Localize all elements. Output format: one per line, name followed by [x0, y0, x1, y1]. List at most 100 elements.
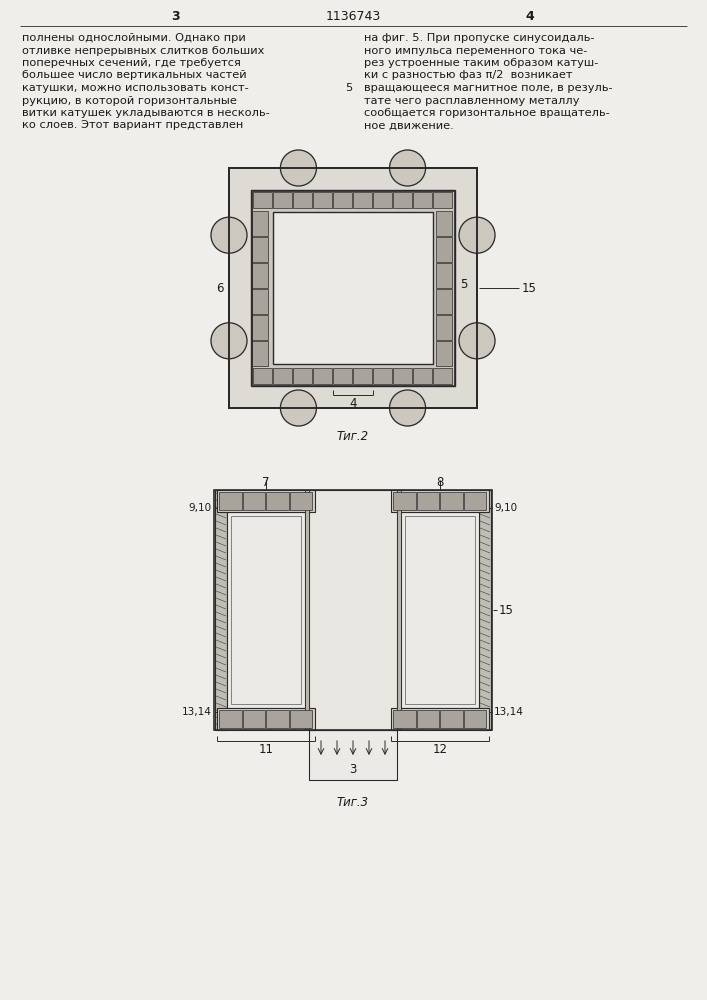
Bar [243, 492, 266, 510]
Bar [405, 516, 475, 704]
Bar [267, 492, 289, 510]
Bar [290, 710, 312, 728]
Circle shape [459, 217, 495, 253]
Bar [394, 492, 416, 510]
Bar [267, 710, 289, 728]
Text: 13,14: 13,14 [494, 707, 524, 717]
Bar [254, 367, 272, 383]
Bar [217, 490, 315, 512]
Bar [464, 710, 486, 728]
Bar [252, 191, 454, 385]
Text: рукцию, в которой горизонтальные: рукцию, в которой горизонтальные [22, 96, 237, 105]
Text: отливке непрерывных слитков больших: отливке непрерывных слитков больших [22, 45, 264, 55]
Bar [214, 490, 492, 730]
Text: 11: 11 [259, 743, 274, 756]
Text: 3: 3 [349, 763, 357, 776]
Text: 8: 8 [436, 476, 444, 489]
Bar [219, 492, 242, 510]
Circle shape [459, 323, 495, 359]
Bar [464, 492, 486, 510]
Bar [252, 236, 268, 261]
Bar [305, 490, 309, 730]
Bar [394, 367, 412, 383]
Bar [293, 367, 312, 383]
Circle shape [281, 390, 317, 426]
Bar [354, 192, 373, 208]
Bar [231, 516, 301, 704]
Text: 3: 3 [349, 281, 357, 295]
Bar [252, 314, 268, 340]
Text: 9,10: 9,10 [189, 503, 212, 513]
Text: ное движение.: ное движение. [364, 120, 454, 130]
Text: ки с разностью фаз π/2  возникает: ки с разностью фаз π/2 возникает [364, 70, 573, 81]
Bar [229, 168, 477, 408]
Circle shape [281, 150, 317, 186]
Bar [436, 236, 452, 261]
Bar [433, 367, 452, 383]
Text: Τиг.3: Τиг.3 [337, 796, 369, 809]
Text: ко слоев. Этот вариант представлен: ко слоев. Этот вариант представлен [22, 120, 243, 130]
Text: 15: 15 [522, 282, 537, 294]
Bar [313, 192, 332, 208]
Bar [215, 490, 227, 730]
Text: витки катушек укладываются в несколь-: витки катушек укладываются в несколь- [22, 108, 270, 118]
Bar [436, 340, 452, 365]
Text: ного импульса переменного тока че-: ного импульса переменного тока че- [364, 45, 588, 55]
Bar [433, 192, 452, 208]
Bar [293, 192, 312, 208]
Circle shape [211, 323, 247, 359]
Bar [373, 192, 392, 208]
Bar [217, 708, 315, 730]
Text: большее число вертикальных частей: большее число вертикальных частей [22, 70, 247, 81]
Bar [252, 262, 268, 288]
Bar [436, 262, 452, 288]
Bar [373, 367, 392, 383]
Bar [391, 490, 489, 512]
Bar [394, 710, 416, 728]
Bar [309, 730, 397, 780]
Text: 1136743: 1136743 [325, 10, 380, 23]
Bar [436, 314, 452, 340]
Bar [243, 710, 266, 728]
Text: 5: 5 [346, 83, 353, 93]
Bar [440, 492, 463, 510]
Circle shape [390, 390, 426, 426]
Bar [219, 710, 242, 728]
Text: рез устроенные таким образом катуш-: рез устроенные таким образом катуш- [364, 58, 598, 68]
Bar [273, 212, 433, 364]
Bar [227, 512, 305, 708]
Text: на фиг. 5. При пропуске синусоидаль-: на фиг. 5. При пропуске синусоидаль- [364, 33, 595, 43]
Bar [397, 490, 401, 730]
Circle shape [211, 217, 247, 253]
Text: поперечных сечений, где требуется: поперечных сечений, где требуется [22, 58, 241, 68]
Bar [334, 367, 353, 383]
Bar [252, 211, 268, 235]
Bar [254, 192, 272, 208]
Bar [479, 490, 491, 730]
Text: 6: 6 [216, 282, 224, 294]
Bar [436, 288, 452, 314]
Text: сообщается горизонтальное вращатель-: сообщается горизонтальное вращатель- [364, 108, 609, 118]
Text: тате чего расплавленному металлу: тате чего расплавленному металлу [364, 96, 580, 105]
Text: 12: 12 [433, 743, 448, 756]
Bar [391, 708, 489, 730]
Bar [394, 192, 412, 208]
Text: Τиг.2: Τиг.2 [337, 430, 369, 443]
Bar [334, 192, 353, 208]
Text: вращающееся магнитное поле, в резуль-: вращающееся магнитное поле, в резуль- [364, 83, 613, 93]
Bar [417, 492, 440, 510]
Text: катушки, можно использовать конст-: катушки, можно использовать конст- [22, 83, 249, 93]
Bar [354, 367, 373, 383]
Text: 4: 4 [525, 10, 534, 23]
Bar [252, 340, 268, 365]
Bar [417, 710, 440, 728]
Text: 3: 3 [172, 10, 180, 23]
Bar [251, 190, 455, 386]
Text: полнены однослойными. Однако при: полнены однослойными. Однако при [22, 33, 246, 43]
Bar [252, 288, 268, 314]
Circle shape [390, 150, 426, 186]
Bar [440, 710, 463, 728]
Text: 4: 4 [349, 397, 357, 410]
Text: 13,14: 13,14 [182, 707, 212, 717]
Text: 7: 7 [262, 476, 270, 489]
